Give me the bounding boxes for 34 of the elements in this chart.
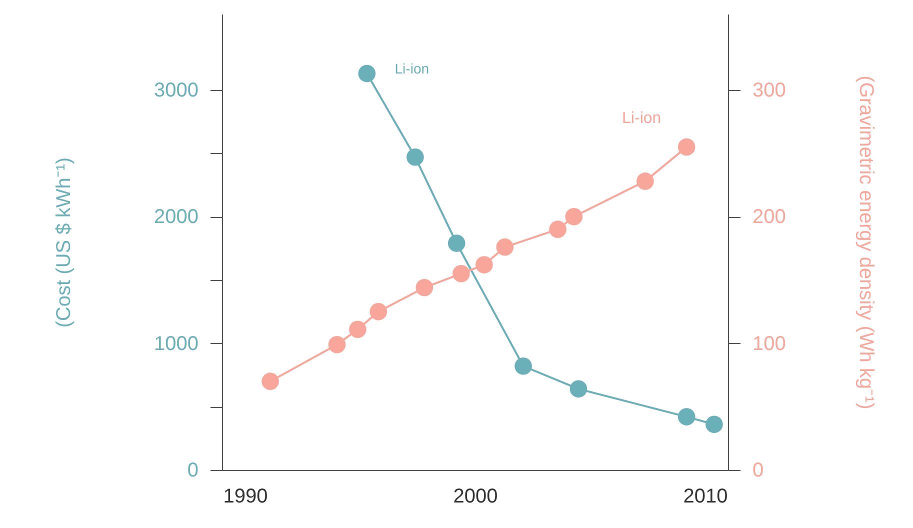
point — [262, 372, 279, 390]
point — [448, 234, 466, 252]
point — [416, 278, 434, 296]
y2-axis-title: (Gravimetric energy density (Wh kg⁻¹) — [854, 76, 877, 410]
x-tick-label: 1990 — [223, 486, 268, 508]
point — [706, 416, 723, 434]
point — [349, 320, 366, 338]
point — [370, 303, 388, 320]
y-tick-label: 3000 — [154, 80, 198, 102]
x-tick-label: 2000 — [453, 486, 498, 508]
y2-tick-label: 200 — [752, 206, 786, 228]
point — [496, 238, 514, 256]
y-tick-label: 1000 — [154, 332, 198, 355]
y-tick-label: 0 — [187, 460, 198, 482]
point — [678, 138, 696, 156]
point — [452, 265, 470, 282]
y2-tick-label: 300 — [752, 80, 786, 102]
point — [678, 408, 696, 426]
point — [549, 220, 566, 238]
point — [636, 172, 654, 190]
point — [570, 380, 588, 398]
point — [514, 357, 532, 375]
point — [406, 148, 424, 166]
point — [328, 336, 346, 354]
point — [565, 208, 583, 226]
y-tick-label: 2000 — [154, 206, 198, 228]
series-label: Li-ion — [394, 60, 430, 77]
y2-tick-label: 100 — [752, 332, 786, 355]
point — [358, 64, 376, 82]
point — [476, 256, 493, 274]
x-tick-label: 2010 — [683, 486, 728, 508]
y2-tick-label: 0 — [752, 460, 764, 482]
y-axis-title: (Cost (US $ kWh⁻¹) — [53, 157, 76, 328]
series-label: Li-ion — [622, 110, 662, 127]
